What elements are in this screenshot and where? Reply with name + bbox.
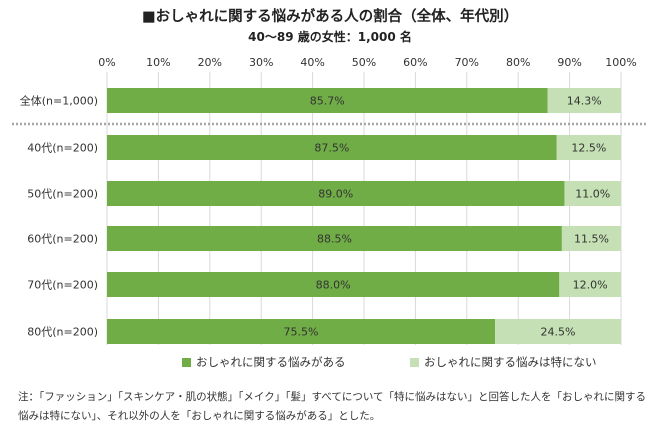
- x-tick-label: 40%: [300, 56, 324, 69]
- bar-no-concern: [561, 226, 621, 251]
- bar-no-concern: [547, 88, 621, 113]
- category-label: 60代(n=200): [27, 233, 98, 246]
- note-line-2: 悩みは特にない」、それ以外の人を「おしゃれに関する悩みがある」とした。: [18, 410, 381, 422]
- category-label: 80代(n=200): [27, 326, 98, 339]
- bar-concern: [107, 272, 560, 297]
- bar-no-concern: [564, 181, 621, 206]
- data-label-concern: 85.7%: [310, 95, 345, 108]
- x-tick-label: 70%: [455, 56, 479, 69]
- legend-label-no-concern: おしゃれに関する悩みは特にない: [424, 355, 597, 369]
- legend-swatch-no-concern: [410, 358, 419, 367]
- x-tick-label: 10%: [146, 56, 170, 69]
- legend-label-concern: おしゃれに関する悩みがある: [196, 355, 346, 369]
- chart-title: ■おしゃれに関する悩みがある人の割合（全体、年代別）: [142, 7, 518, 25]
- category-label: 50代(n=200): [27, 188, 98, 201]
- chart-note: 注：「ファッション」「スキンケア・肌の状態」「メイク」「髪」すべてについて「特に…: [18, 388, 648, 426]
- x-tick-label: 90%: [557, 56, 581, 69]
- bar-concern: [107, 88, 548, 113]
- bar-concern: [107, 319, 496, 344]
- x-tick-label: 0%: [98, 56, 115, 69]
- data-label-no-concern: 14.3%: [567, 95, 602, 108]
- data-label-concern: 88.5%: [317, 233, 352, 246]
- x-tick-label: 100%: [605, 56, 636, 69]
- bar-concern: [107, 226, 562, 251]
- bar-no-concern: [495, 319, 621, 344]
- category-label: 40代(n=200): [27, 142, 98, 155]
- category-label: 70代(n=200): [27, 279, 98, 292]
- note-line-1: 注：「ファッション」「スキンケア・肌の状態」「メイク」「髪」すべてについて「特に…: [18, 391, 647, 403]
- bar-no-concern: [556, 135, 621, 160]
- category-label: 全体(n=1,000): [20, 94, 98, 108]
- data-label-concern: 75.5%: [284, 326, 319, 339]
- data-label-concern: 89.0%: [318, 188, 353, 201]
- data-label-concern: 87.5%: [314, 142, 349, 155]
- bar-chart: ■おしゃれに関する悩みがある人の割合（全体、年代別） 40～89 歳の女性：1,0…: [12, 7, 648, 369]
- x-tick-label: 50%: [352, 56, 376, 69]
- legend-swatch-concern: [182, 358, 191, 367]
- data-label-no-concern: 11.5%: [574, 233, 609, 246]
- data-label-no-concern: 11.0%: [575, 188, 610, 201]
- data-label-concern: 88.0%: [316, 279, 351, 292]
- bar-concern: [107, 181, 565, 206]
- x-tick-label: 20%: [198, 56, 222, 69]
- x-tick-label: 80%: [506, 56, 530, 69]
- x-tick-label: 30%: [249, 56, 273, 69]
- chart-subtitle: 40～89 歳の女性：1,000 名: [248, 29, 412, 44]
- data-label-no-concern: 12.5%: [571, 142, 606, 155]
- data-label-no-concern: 12.0%: [573, 279, 608, 292]
- x-tick-label: 60%: [403, 56, 427, 69]
- bar-concern: [107, 135, 557, 160]
- data-label-no-concern: 24.5%: [541, 326, 576, 339]
- bar-no-concern: [559, 272, 621, 297]
